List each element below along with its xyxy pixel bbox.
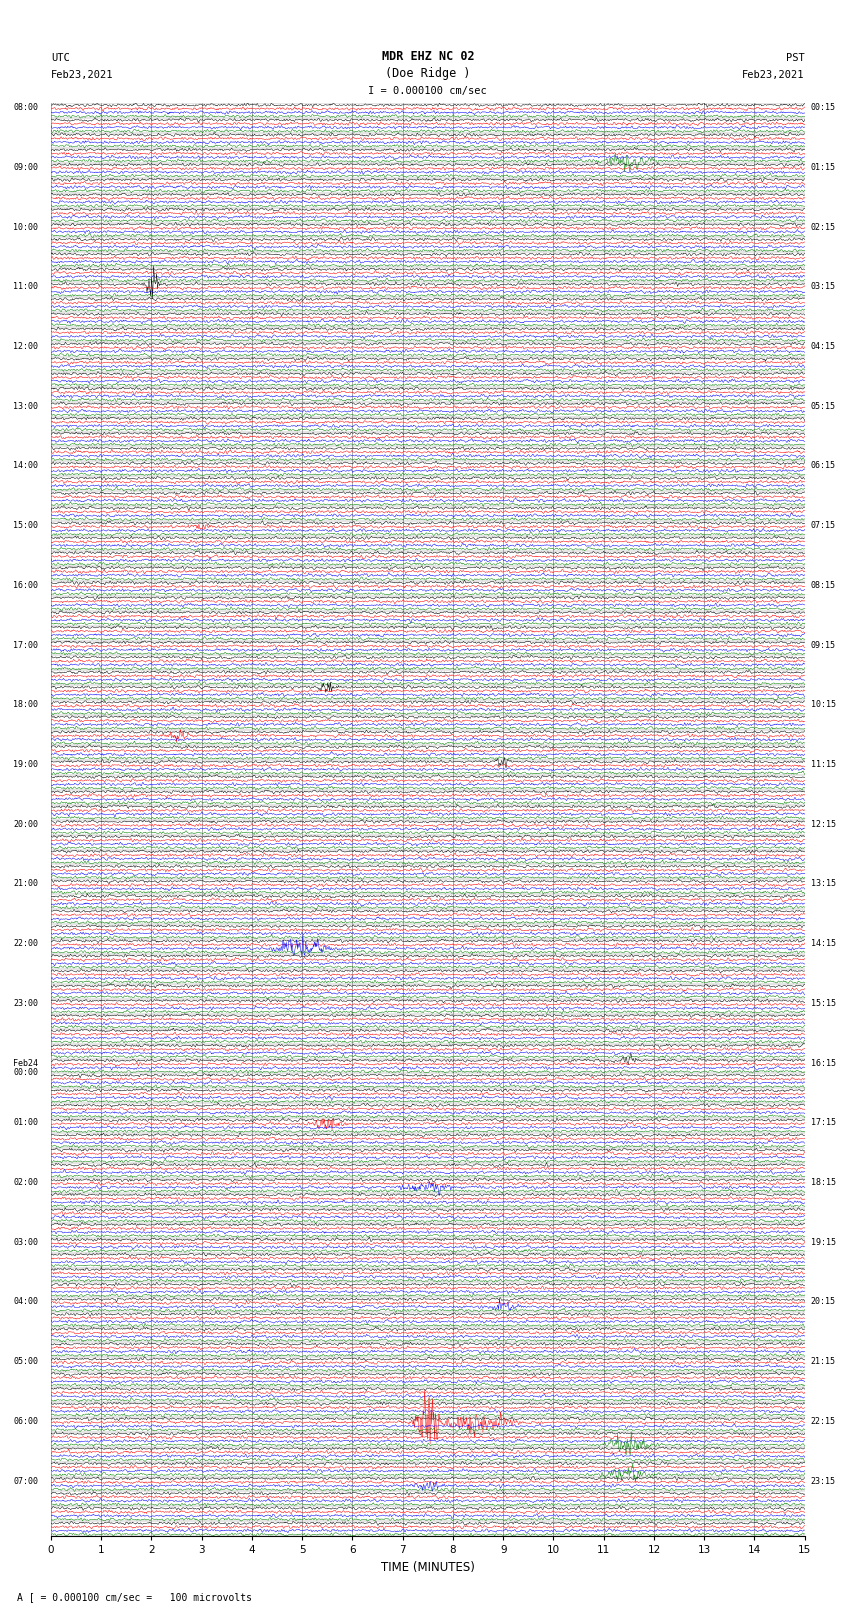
Text: 04:00: 04:00 <box>14 1297 38 1307</box>
Text: 11:15: 11:15 <box>811 760 836 769</box>
Text: 21:00: 21:00 <box>14 879 38 889</box>
Text: 15:00: 15:00 <box>14 521 38 531</box>
Text: 13:00: 13:00 <box>14 402 38 411</box>
Text: 06:15: 06:15 <box>811 461 836 471</box>
Text: 19:00: 19:00 <box>14 760 38 769</box>
Text: 08:15: 08:15 <box>811 581 836 590</box>
Text: MDR EHZ NC 02: MDR EHZ NC 02 <box>382 50 474 63</box>
Text: 02:00: 02:00 <box>14 1177 38 1187</box>
Text: 04:15: 04:15 <box>811 342 836 352</box>
Text: 01:00: 01:00 <box>14 1118 38 1127</box>
Text: PST: PST <box>786 53 805 63</box>
Text: 22:00: 22:00 <box>14 939 38 948</box>
Text: Feb23,2021: Feb23,2021 <box>742 71 805 81</box>
Text: 06:00: 06:00 <box>14 1416 38 1426</box>
Text: 10:15: 10:15 <box>811 700 836 710</box>
Text: 13:15: 13:15 <box>811 879 836 889</box>
Text: 02:15: 02:15 <box>811 223 836 232</box>
Text: 14:15: 14:15 <box>811 939 836 948</box>
Text: 22:15: 22:15 <box>811 1416 836 1426</box>
Text: 11:00: 11:00 <box>14 282 38 292</box>
Text: 03:15: 03:15 <box>811 282 836 292</box>
X-axis label: TIME (MINUTES): TIME (MINUTES) <box>381 1561 475 1574</box>
Text: 03:00: 03:00 <box>14 1237 38 1247</box>
Text: 17:00: 17:00 <box>14 640 38 650</box>
Text: 20:00: 20:00 <box>14 819 38 829</box>
Text: 16:15: 16:15 <box>811 1058 836 1068</box>
Text: 17:15: 17:15 <box>811 1118 836 1127</box>
Text: 01:15: 01:15 <box>811 163 836 173</box>
Text: 07:00: 07:00 <box>14 1476 38 1486</box>
Text: Feb23,2021: Feb23,2021 <box>51 71 114 81</box>
Text: 08:00: 08:00 <box>14 103 38 111</box>
Text: 19:15: 19:15 <box>811 1237 836 1247</box>
Text: 20:15: 20:15 <box>811 1297 836 1307</box>
Text: 09:00: 09:00 <box>14 163 38 173</box>
Text: 10:00: 10:00 <box>14 223 38 232</box>
Text: 09:15: 09:15 <box>811 640 836 650</box>
Text: 15:15: 15:15 <box>811 998 836 1008</box>
Text: 05:00: 05:00 <box>14 1357 38 1366</box>
Text: 12:00: 12:00 <box>14 342 38 352</box>
Text: 23:15: 23:15 <box>811 1476 836 1486</box>
Text: (Doe Ridge ): (Doe Ridge ) <box>385 68 471 81</box>
Text: A [ = 0.000100 cm/sec =   100 microvolts: A [ = 0.000100 cm/sec = 100 microvolts <box>17 1592 252 1602</box>
Text: 05:15: 05:15 <box>811 402 836 411</box>
Text: 12:15: 12:15 <box>811 819 836 829</box>
Text: 14:00: 14:00 <box>14 461 38 471</box>
Text: Feb24
00:00: Feb24 00:00 <box>14 1058 38 1077</box>
Text: UTC: UTC <box>51 53 70 63</box>
Text: 07:15: 07:15 <box>811 521 836 531</box>
Text: 18:00: 18:00 <box>14 700 38 710</box>
Text: 18:15: 18:15 <box>811 1177 836 1187</box>
Text: 00:15: 00:15 <box>811 103 836 111</box>
Text: I = 0.000100 cm/sec: I = 0.000100 cm/sec <box>369 85 487 95</box>
Text: 21:15: 21:15 <box>811 1357 836 1366</box>
Text: 23:00: 23:00 <box>14 998 38 1008</box>
Text: 16:00: 16:00 <box>14 581 38 590</box>
